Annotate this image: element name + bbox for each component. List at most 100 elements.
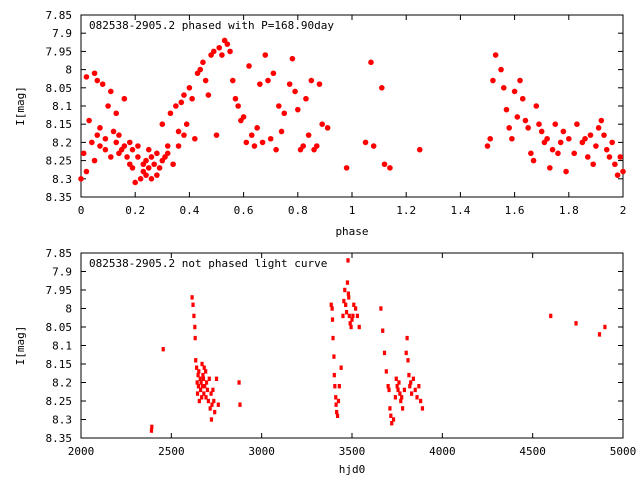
data-point	[89, 139, 95, 146]
data-point	[405, 335, 409, 341]
data-point	[267, 135, 274, 142]
data-point	[178, 99, 185, 106]
data-point	[216, 44, 223, 51]
data-point	[331, 335, 335, 341]
y-tick-label: 8	[65, 64, 72, 77]
data-point	[203, 384, 207, 389]
x-tick-label: 1.2	[396, 204, 416, 217]
data-point	[308, 77, 315, 84]
data-point	[237, 380, 241, 385]
data-point	[205, 92, 212, 98]
data-point	[278, 128, 285, 135]
data-point	[201, 372, 205, 378]
y-tick-label: 8.3	[52, 173, 72, 186]
data-point	[270, 70, 277, 77]
data-point	[590, 161, 596, 168]
data-point	[536, 121, 542, 127]
data-point	[198, 376, 202, 381]
x-tick-label: 0.2	[125, 204, 145, 217]
data-point	[151, 161, 157, 168]
data-point	[105, 103, 111, 109]
x-tick-label: 0.8	[288, 204, 308, 217]
data-point	[191, 302, 195, 307]
data-point	[335, 413, 340, 418]
y-tick-label: 7.85	[46, 9, 73, 22]
data-point	[582, 135, 588, 142]
data-point	[164, 150, 171, 157]
data-point	[121, 143, 128, 149]
x-axis-label: hjd0	[339, 463, 366, 476]
data-point	[216, 402, 220, 407]
data-point	[183, 121, 190, 127]
data-point	[121, 95, 128, 102]
data-point	[557, 139, 564, 146]
y-tick-label: 7.95	[46, 45, 73, 58]
data-point	[199, 387, 203, 393]
y-tick-label: 8.2	[52, 136, 72, 149]
data-point	[110, 128, 117, 135]
data-point	[135, 154, 141, 160]
data-point	[94, 132, 101, 138]
data-point	[620, 168, 626, 175]
data-point	[597, 332, 602, 337]
data-point	[148, 154, 155, 160]
data-point	[343, 287, 347, 293]
data-point	[382, 350, 387, 356]
data-point	[400, 395, 404, 400]
data-point	[83, 74, 90, 80]
data-point	[196, 384, 201, 389]
data-point	[487, 135, 494, 142]
y-tick-label: 8.1	[52, 100, 72, 113]
data-point	[411, 376, 416, 381]
data-point	[530, 157, 537, 164]
data-point	[192, 313, 196, 319]
data-point	[209, 391, 213, 396]
data-point	[574, 321, 578, 326]
data-point	[519, 95, 526, 102]
data-point	[339, 365, 343, 370]
data-point	[344, 302, 348, 307]
data-point	[362, 139, 369, 146]
data-point	[193, 324, 197, 330]
data-point	[257, 81, 263, 87]
data-point	[197, 398, 201, 404]
data-point	[224, 41, 231, 47]
data-point	[175, 143, 182, 149]
data-point	[355, 313, 360, 319]
data-point	[210, 48, 217, 55]
data-point	[400, 406, 405, 411]
x-tick-label: 5000	[610, 445, 637, 458]
x-tick-label: 1.6	[505, 204, 525, 217]
y-tick-label: 7.85	[46, 247, 73, 260]
data-point	[319, 121, 325, 127]
y-tick-label: 7.9	[52, 27, 72, 40]
data-point	[407, 372, 411, 378]
data-point	[102, 146, 109, 153]
chart-title: 082538-2905.2 not phased light curve	[89, 257, 327, 270]
data-point	[511, 88, 518, 95]
data-point	[156, 165, 163, 171]
data-point	[102, 135, 109, 142]
data-point	[336, 398, 341, 404]
data-point	[99, 81, 106, 87]
data-point	[199, 380, 203, 385]
plot-frame	[80, 14, 624, 198]
data-point	[246, 63, 252, 69]
x-tick-label: 3000	[248, 445, 275, 458]
data-point	[108, 154, 114, 160]
data-point	[305, 132, 312, 138]
data-point	[116, 132, 122, 138]
data-point	[207, 376, 211, 381]
data-point	[229, 77, 236, 84]
x-tick-label: 2	[620, 204, 627, 217]
data-point	[399, 398, 403, 404]
data-point	[406, 358, 410, 363]
data-point	[210, 402, 214, 407]
data-point	[86, 117, 92, 124]
data-point	[517, 77, 523, 84]
data-point	[555, 150, 561, 157]
data-point	[202, 365, 206, 370]
data-point	[196, 372, 200, 378]
data-point	[492, 52, 499, 58]
data-point	[148, 176, 155, 182]
